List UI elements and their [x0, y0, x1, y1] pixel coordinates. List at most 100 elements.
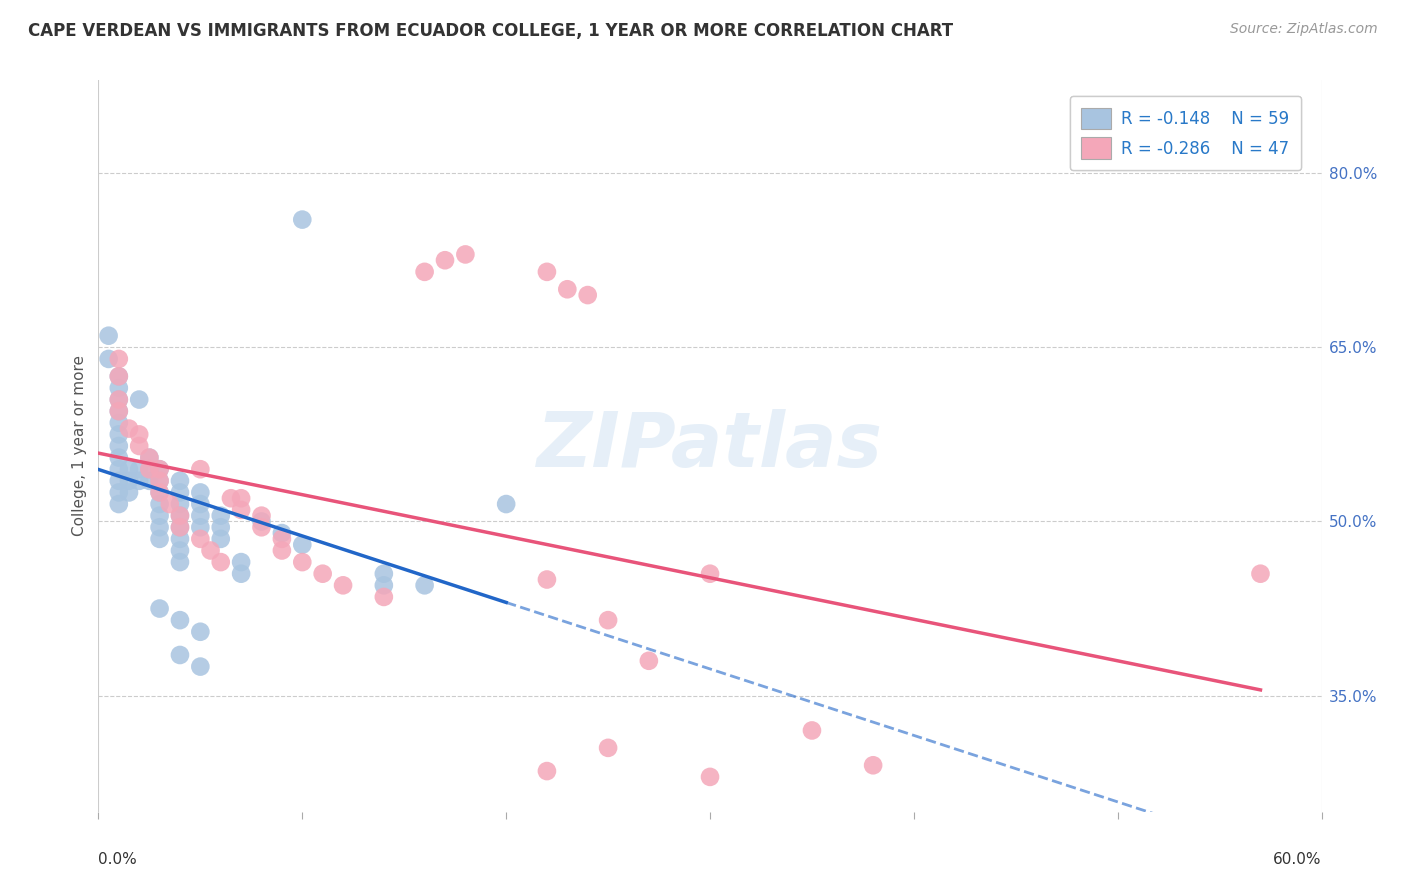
Point	[209, 532, 232, 546]
Point	[250, 515, 273, 529]
Point	[108, 485, 131, 500]
Point	[138, 462, 160, 476]
Point	[149, 520, 172, 534]
Point	[332, 578, 354, 592]
Point	[200, 543, 222, 558]
Point	[128, 474, 150, 488]
Point	[188, 520, 212, 534]
Point	[495, 497, 517, 511]
Point	[108, 404, 131, 418]
Point	[128, 462, 150, 476]
Point	[128, 427, 150, 442]
Point	[149, 462, 172, 476]
Point	[108, 416, 131, 430]
Point	[169, 520, 191, 534]
Point	[536, 573, 558, 587]
Point	[576, 288, 599, 302]
Point	[598, 613, 620, 627]
Point	[108, 381, 131, 395]
Point	[270, 532, 294, 546]
Point	[291, 538, 314, 552]
Legend: R = -0.148    N = 59, R = -0.286    N = 47: R = -0.148 N = 59, R = -0.286 N = 47	[1070, 96, 1301, 170]
Point	[250, 508, 273, 523]
Point	[108, 404, 131, 418]
Point	[169, 613, 191, 627]
Point	[97, 328, 120, 343]
Text: 60.0%: 60.0%	[1274, 852, 1322, 867]
Point	[188, 462, 212, 476]
Point	[291, 555, 314, 569]
Point	[454, 247, 477, 261]
Text: CAPE VERDEAN VS IMMIGRANTS FROM ECUADOR COLLEGE, 1 YEAR OR MORE CORRELATION CHAR: CAPE VERDEAN VS IMMIGRANTS FROM ECUADOR …	[28, 22, 953, 40]
Point	[219, 491, 242, 506]
Point	[118, 485, 141, 500]
Point	[250, 520, 273, 534]
Point	[434, 253, 457, 268]
Point	[108, 392, 131, 407]
Point	[231, 491, 253, 506]
Point	[118, 474, 141, 488]
Point	[557, 282, 579, 296]
Point	[97, 351, 120, 366]
Point	[169, 485, 191, 500]
Point	[149, 532, 172, 546]
Point	[108, 439, 131, 453]
Point	[138, 450, 160, 465]
Point	[169, 474, 191, 488]
Point	[801, 723, 824, 738]
Point	[149, 474, 172, 488]
Point	[373, 590, 395, 604]
Point	[149, 485, 172, 500]
Point	[108, 351, 131, 366]
Point	[149, 508, 172, 523]
Point	[159, 497, 181, 511]
Point	[699, 770, 721, 784]
Point	[169, 508, 191, 523]
Point	[149, 462, 172, 476]
Point	[638, 654, 661, 668]
Point	[291, 212, 314, 227]
Point	[138, 450, 160, 465]
Point	[138, 474, 160, 488]
Point	[169, 508, 191, 523]
Point	[188, 532, 212, 546]
Point	[108, 450, 131, 465]
Point	[373, 578, 395, 592]
Point	[231, 503, 253, 517]
Point	[108, 369, 131, 384]
Point	[169, 520, 191, 534]
Point	[188, 485, 212, 500]
Point	[169, 532, 191, 546]
Point	[1249, 566, 1271, 581]
Point	[138, 462, 160, 476]
Point	[108, 392, 131, 407]
Point	[231, 566, 253, 581]
Point	[270, 526, 294, 541]
Point	[413, 578, 436, 592]
Point	[108, 497, 131, 511]
Point	[209, 555, 232, 569]
Text: Source: ZipAtlas.com: Source: ZipAtlas.com	[1230, 22, 1378, 37]
Point	[536, 764, 558, 778]
Point	[128, 439, 150, 453]
Point	[118, 462, 141, 476]
Point	[149, 485, 172, 500]
Text: ZIPatlas: ZIPatlas	[537, 409, 883, 483]
Point	[270, 543, 294, 558]
Point	[598, 740, 620, 755]
Point	[149, 601, 172, 615]
Point	[149, 474, 172, 488]
Point	[169, 497, 191, 511]
Point	[188, 624, 212, 639]
Point	[413, 265, 436, 279]
Point	[188, 497, 212, 511]
Point	[169, 648, 191, 662]
Point	[149, 497, 172, 511]
Point	[231, 555, 253, 569]
Point	[373, 566, 395, 581]
Point	[699, 566, 721, 581]
Y-axis label: College, 1 year or more: College, 1 year or more	[72, 356, 87, 536]
Point	[118, 421, 141, 435]
Point	[188, 508, 212, 523]
Point	[169, 543, 191, 558]
